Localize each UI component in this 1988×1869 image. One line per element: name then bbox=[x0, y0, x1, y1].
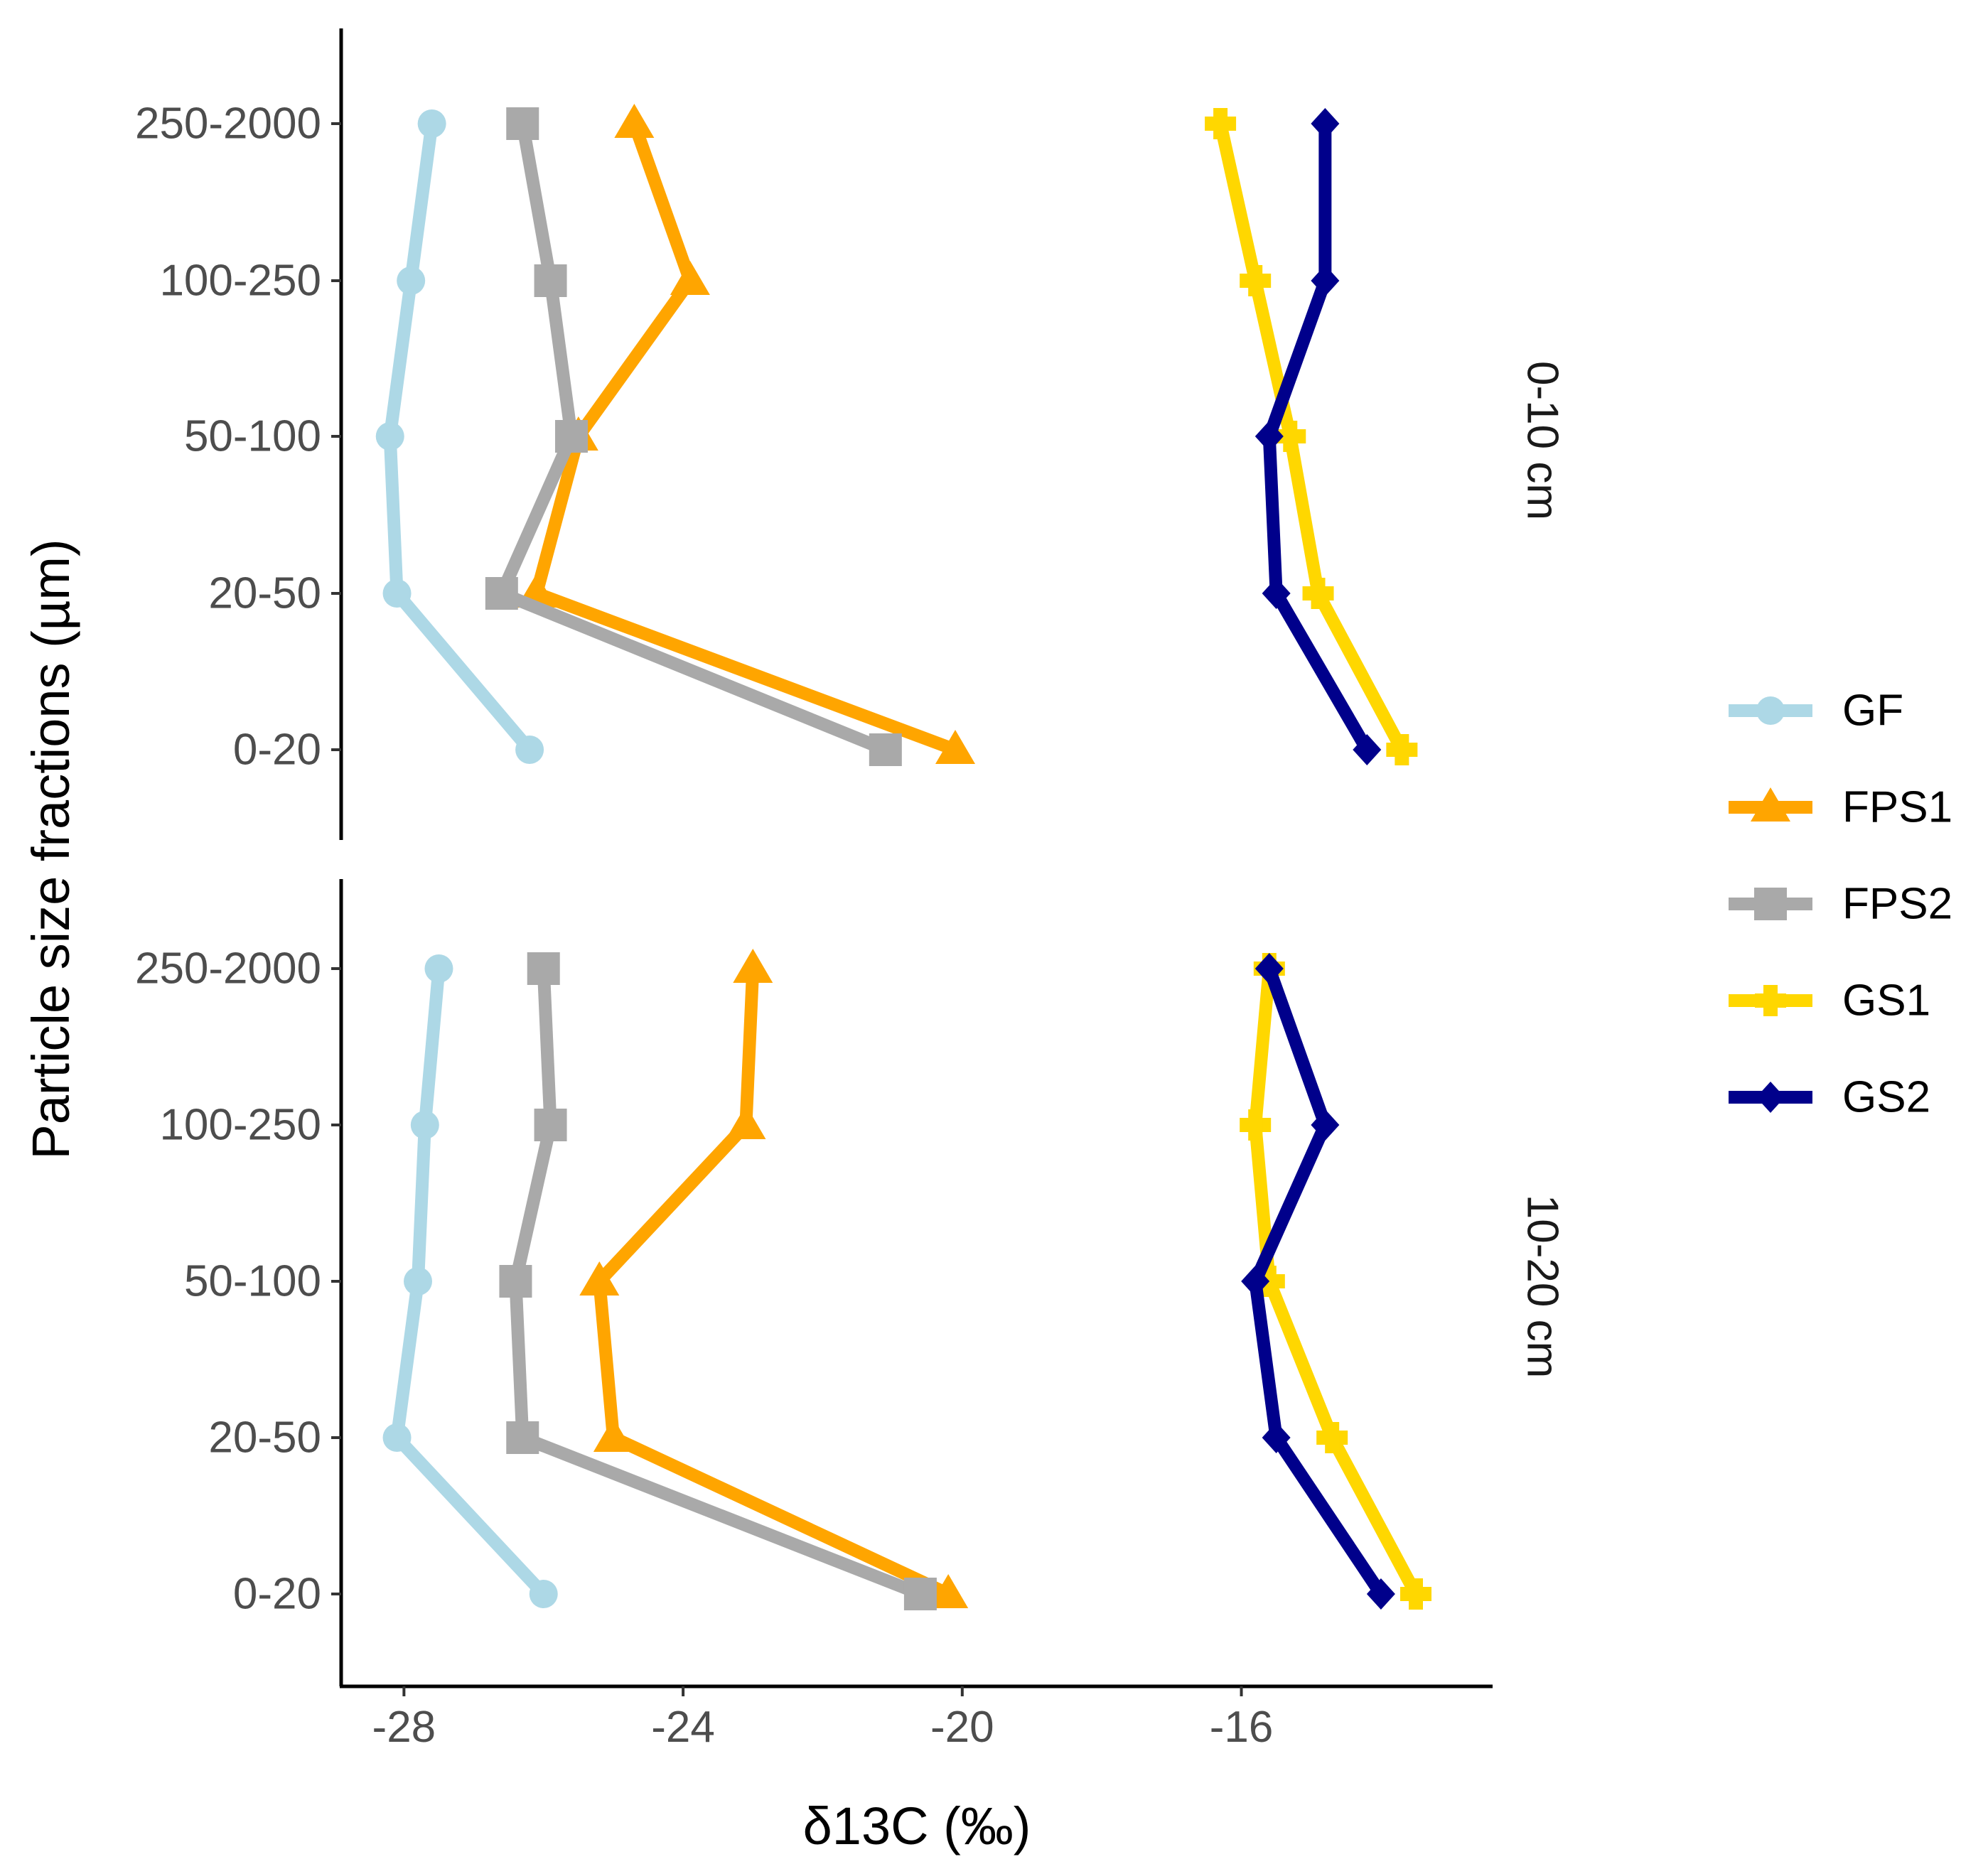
data-point bbox=[726, 1105, 766, 1139]
data-point bbox=[579, 1261, 620, 1296]
data-point bbox=[534, 1109, 567, 1141]
data-point bbox=[1240, 1109, 1272, 1141]
series-line bbox=[383, 117, 537, 756]
legend-item-fps1: FPS1 bbox=[1729, 783, 1952, 832]
series-gf bbox=[382, 954, 558, 1608]
data-point bbox=[534, 264, 567, 297]
data-point bbox=[1311, 1109, 1340, 1141]
legend-label: FPS1 bbox=[1842, 783, 1952, 832]
data-point bbox=[506, 1421, 539, 1454]
strip-label-top: 0-10 cm bbox=[1518, 361, 1567, 520]
data-point bbox=[527, 952, 560, 985]
data-point bbox=[614, 104, 655, 138]
data-point bbox=[424, 954, 453, 983]
data-point bbox=[1302, 578, 1334, 609]
data-point bbox=[485, 577, 518, 610]
series-gs2 bbox=[1254, 108, 1382, 765]
legend-item-fps2: FPS2 bbox=[1729, 880, 1952, 929]
series-gs1 bbox=[1205, 108, 1418, 765]
x-tick-label: -20 bbox=[930, 1703, 994, 1752]
data-point bbox=[1311, 108, 1340, 139]
series-gs2 bbox=[1241, 953, 1395, 1610]
data-point bbox=[1316, 1422, 1348, 1453]
legend-marker bbox=[1754, 888, 1787, 920]
x-tick-label: -16 bbox=[1210, 1703, 1274, 1752]
data-point bbox=[1262, 1422, 1291, 1453]
data-point bbox=[499, 1265, 532, 1298]
y-tick-label: 20-50 bbox=[208, 1413, 321, 1463]
data-point bbox=[935, 730, 975, 764]
data-point bbox=[593, 1418, 633, 1452]
data-point bbox=[1254, 953, 1284, 984]
data-point bbox=[382, 1423, 412, 1452]
data-point bbox=[410, 1111, 439, 1139]
data-point bbox=[1254, 421, 1284, 452]
x-axis-title: δ13C (‰) bbox=[803, 1797, 1031, 1855]
legend-marker bbox=[1756, 1082, 1785, 1113]
legend-marker bbox=[1756, 696, 1785, 725]
data-point bbox=[903, 1578, 937, 1610]
legend-marker bbox=[1751, 787, 1790, 822]
data-point bbox=[1366, 1578, 1395, 1610]
data-point bbox=[1240, 265, 1272, 296]
y-tick-label: 100-250 bbox=[159, 257, 321, 306]
data-point bbox=[555, 420, 588, 453]
series-gf bbox=[375, 109, 544, 764]
series-fps2 bbox=[485, 107, 902, 766]
data-point bbox=[1386, 734, 1418, 765]
series-fps2 bbox=[499, 952, 937, 1610]
y-tick-label: 100-250 bbox=[159, 1101, 321, 1150]
x-tick-label: -28 bbox=[372, 1703, 436, 1752]
data-point bbox=[397, 266, 426, 295]
data-point bbox=[1274, 421, 1306, 452]
series-line bbox=[530, 117, 962, 756]
data-point bbox=[382, 579, 412, 608]
legend-item-gs1: GS1 bbox=[1729, 976, 1930, 1025]
data-point bbox=[506, 107, 539, 140]
legend-label: FPS2 bbox=[1842, 880, 1952, 929]
x-tick-label: -24 bbox=[651, 1703, 715, 1752]
data-point bbox=[417, 109, 446, 138]
data-point bbox=[1400, 1578, 1431, 1610]
data-point bbox=[869, 733, 902, 766]
legend-label: GS2 bbox=[1842, 1073, 1930, 1122]
legend: GF FPS1 FPS2 GS1 GS2 bbox=[1729, 686, 1952, 1122]
y-tick-label: 0-20 bbox=[233, 1570, 321, 1619]
x-axis: -28 -24 -20 -16 bbox=[340, 1684, 1493, 1752]
y-tick-label: 0-20 bbox=[233, 726, 321, 775]
panel-0-10cm: 0-20 20-50 50-100 100-250 250-2000 bbox=[135, 28, 1418, 840]
y-axis-title: Particle size fractions (µm) bbox=[21, 539, 80, 1159]
legend-item-gf: GF bbox=[1729, 686, 1903, 736]
data-point bbox=[1311, 265, 1340, 296]
strip-label-bottom: 10-20 cm bbox=[1518, 1195, 1567, 1378]
legend-marker bbox=[1755, 985, 1786, 1016]
y-tick-label: 20-50 bbox=[208, 569, 321, 618]
panel-10-20cm: 0-20 20-50 50-100 100-250 250-2000 bbox=[135, 879, 1431, 1686]
legend-label: GF bbox=[1842, 686, 1903, 736]
y-tick-label: 50-100 bbox=[184, 412, 321, 461]
y-tick-label: 250-2000 bbox=[135, 944, 321, 993]
data-point bbox=[733, 949, 773, 983]
y-tick-label: 250-2000 bbox=[135, 99, 321, 149]
legend-label: GS1 bbox=[1842, 976, 1930, 1025]
series-fps1 bbox=[579, 949, 969, 1608]
data-point bbox=[670, 261, 710, 295]
data-point bbox=[404, 1267, 432, 1296]
series-line bbox=[593, 962, 955, 1600]
legend-item-gs2: GS2 bbox=[1729, 1073, 1930, 1122]
data-point bbox=[928, 1574, 969, 1608]
series-line bbox=[509, 962, 927, 1600]
data-point bbox=[1262, 578, 1291, 609]
data-point bbox=[515, 736, 544, 764]
data-point bbox=[1353, 734, 1382, 765]
data-point bbox=[1205, 108, 1237, 139]
data-point bbox=[1241, 1266, 1270, 1297]
data-point bbox=[529, 1580, 558, 1608]
data-point bbox=[375, 422, 404, 451]
y-tick-label: 50-100 bbox=[184, 1257, 321, 1306]
